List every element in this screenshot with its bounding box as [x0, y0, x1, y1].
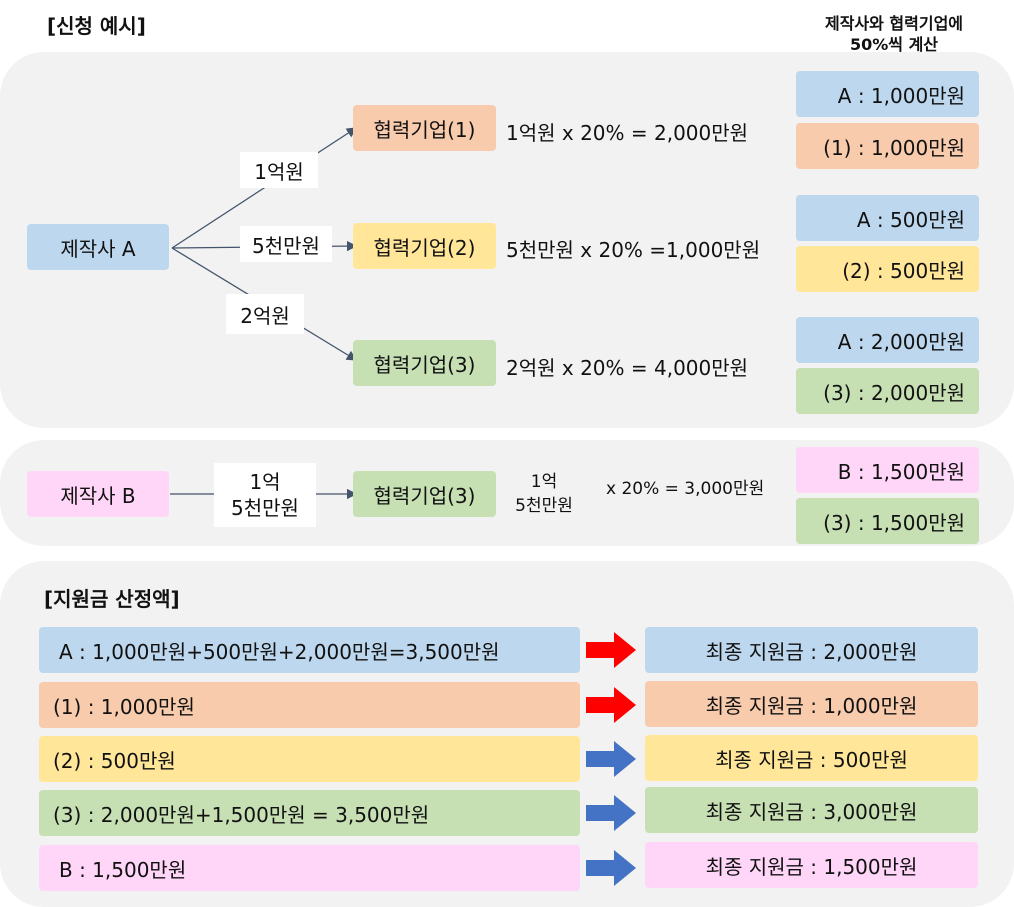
calc-b-amount: 1억 5천만원 [500, 470, 588, 518]
maker-a-box: 제작사 A [27, 224, 169, 270]
calc-text-2: 5천만원 x 20% =1,000만원 [506, 238, 761, 262]
subsidy-calc-2: (2) : 500만원 [39, 736, 580, 782]
arrow-right-icon-a [586, 632, 636, 668]
split-note-line2: 50%씩 계산 [849, 35, 939, 54]
amount-label-b-line2: 5천만원 [231, 496, 299, 520]
calc-b-amount-line2: 5천만원 [515, 496, 573, 516]
amount-label-3: 2억원 [226, 294, 304, 334]
final-subsidy-1: 최종 지원금 : 1,000만원 [645, 681, 978, 727]
partner-box-b: 협력기업(3) [353, 471, 496, 517]
share-a-2: A : 500만원 [796, 195, 979, 241]
partner-box-2: 협력기업(2) [353, 223, 496, 269]
partner-box-3: 협력기업(3) [353, 340, 496, 386]
amount-label-1: 1억원 [240, 152, 318, 188]
share-partner-b: (3) : 1,500만원 [796, 498, 979, 544]
calc-b-amount-line1: 1억 [530, 472, 558, 492]
final-subsidy-3: 최종 지원금 : 3,000만원 [645, 787, 978, 833]
subsidy-calc-a: A : 1,000만원+500만원+2,000만원=3,500만원 [39, 627, 580, 673]
subsidy-calc-1: (1) : 1,000만원 [39, 682, 580, 728]
final-subsidy-2: 최종 지원금 : 500만원 [645, 735, 978, 781]
connector-a-1 [171, 127, 358, 249]
subsidy-heading: [지원금 산정액] [44, 587, 180, 611]
amount-label-b-line1: 1억 [249, 470, 281, 494]
maker-b-box: 제작사 B [27, 471, 169, 517]
split-note-line1: 제작사와 협력기업에 [824, 14, 964, 33]
calc-text-3: 2억원 x 20% = 4,000만원 [506, 356, 749, 380]
amount-label-2: 5천만원 [240, 226, 332, 262]
amount-label-b: 1억 5천만원 [214, 463, 316, 527]
share-a-3: A : 2,000만원 [796, 317, 979, 363]
final-subsidy-b: 최종 지원금 : 1,500만원 [645, 842, 978, 888]
final-subsidy-a: 최종 지원금 : 2,000만원 [645, 627, 978, 673]
arrow-right-icon-2 [586, 741, 636, 777]
subsidy-calc-b: B : 1,500만원 [39, 845, 580, 891]
share-b: B : 1,500만원 [796, 447, 979, 493]
split-note: 제작사와 협력기업에 50%씩 계산 [800, 13, 988, 55]
share-partner-1: (1) : 1,000만원 [796, 123, 979, 169]
arrow-right-icon-1 [586, 687, 636, 723]
arrow-right-icon-b [586, 850, 636, 886]
calc-b-rest: x 20% = 3,000만원 [606, 479, 765, 499]
share-partner-2: (2) : 500만원 [796, 246, 979, 292]
example-heading: [신청 예시] [47, 14, 146, 38]
share-partner-3: (3) : 2,000만원 [796, 368, 979, 414]
subsidy-calc-3: (3) : 2,000만원+1,500만원 = 3,500만원 [39, 790, 580, 836]
share-a-1: A : 1,000만원 [796, 71, 979, 117]
partner-box-1: 협력기업(1) [353, 105, 496, 151]
arrow-right-icon-3 [586, 795, 636, 831]
calc-text-1: 1억원 x 20% = 2,000만원 [506, 121, 749, 145]
